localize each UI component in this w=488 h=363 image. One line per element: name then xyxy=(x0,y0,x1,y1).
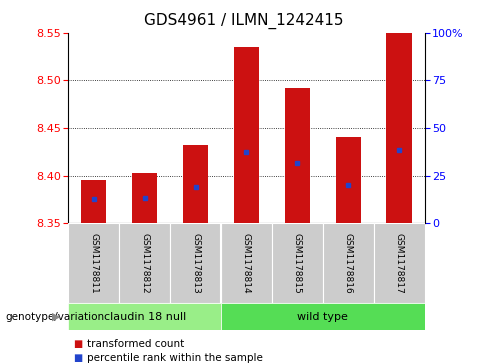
Text: GDS4961 / ILMN_1242415: GDS4961 / ILMN_1242415 xyxy=(144,13,344,29)
Bar xyxy=(336,138,361,223)
Text: ■: ■ xyxy=(73,339,82,349)
Text: GSM1178812: GSM1178812 xyxy=(140,233,149,294)
Text: GSM1178815: GSM1178815 xyxy=(293,233,302,294)
Bar xyxy=(68,223,119,303)
Text: GSM1178814: GSM1178814 xyxy=(242,233,251,294)
Bar xyxy=(132,173,157,223)
Text: ■: ■ xyxy=(73,352,82,363)
Text: wild type: wild type xyxy=(297,312,348,322)
Bar xyxy=(68,303,221,330)
Text: claudin 18 null: claudin 18 null xyxy=(103,312,186,322)
Bar xyxy=(234,47,259,223)
Text: GSM1178813: GSM1178813 xyxy=(191,233,200,294)
Text: genotype/variation: genotype/variation xyxy=(5,312,104,322)
Bar xyxy=(374,223,425,303)
Bar xyxy=(323,223,374,303)
Text: GSM1178811: GSM1178811 xyxy=(89,233,98,294)
Bar xyxy=(221,303,425,330)
Text: GSM1178817: GSM1178817 xyxy=(395,233,404,294)
Text: percentile rank within the sample: percentile rank within the sample xyxy=(87,352,263,363)
Bar xyxy=(183,145,208,223)
Bar xyxy=(81,180,106,223)
Text: GSM1178816: GSM1178816 xyxy=(344,233,353,294)
Bar xyxy=(119,223,170,303)
Text: transformed count: transformed count xyxy=(87,339,184,349)
Bar xyxy=(386,33,412,223)
Text: ▶: ▶ xyxy=(52,312,61,322)
Bar xyxy=(272,223,323,303)
Bar xyxy=(170,223,221,303)
Bar xyxy=(221,223,272,303)
Bar xyxy=(285,88,310,223)
